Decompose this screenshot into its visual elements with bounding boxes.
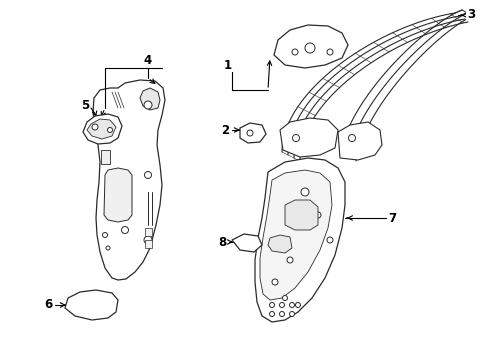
Circle shape: [122, 226, 128, 234]
Circle shape: [290, 302, 294, 307]
Circle shape: [348, 135, 356, 141]
Text: 7: 7: [388, 212, 396, 225]
Polygon shape: [260, 170, 332, 300]
Circle shape: [145, 171, 151, 179]
Circle shape: [106, 246, 110, 250]
Polygon shape: [338, 122, 382, 160]
Polygon shape: [104, 168, 132, 222]
Polygon shape: [83, 114, 122, 144]
Circle shape: [301, 188, 309, 196]
Text: 4: 4: [144, 54, 152, 67]
Circle shape: [293, 135, 299, 141]
Circle shape: [107, 127, 113, 132]
Circle shape: [295, 302, 300, 307]
Polygon shape: [145, 240, 152, 248]
Circle shape: [283, 296, 288, 301]
Text: 1: 1: [224, 59, 232, 72]
Circle shape: [327, 49, 333, 55]
Circle shape: [279, 302, 285, 307]
Circle shape: [144, 236, 152, 244]
Circle shape: [290, 311, 294, 316]
Polygon shape: [285, 200, 318, 230]
Polygon shape: [93, 80, 165, 280]
Text: 2: 2: [221, 123, 229, 136]
Polygon shape: [255, 158, 345, 322]
Polygon shape: [280, 118, 338, 157]
Text: 6: 6: [44, 298, 52, 311]
Polygon shape: [145, 228, 152, 236]
Polygon shape: [140, 88, 160, 110]
Circle shape: [247, 130, 253, 136]
Circle shape: [279, 311, 285, 316]
Polygon shape: [101, 150, 110, 164]
Polygon shape: [274, 25, 348, 68]
Circle shape: [305, 43, 315, 53]
Circle shape: [272, 279, 278, 285]
Polygon shape: [87, 119, 116, 139]
Circle shape: [270, 302, 274, 307]
Text: 8: 8: [218, 235, 226, 248]
Circle shape: [315, 212, 321, 218]
Circle shape: [144, 101, 152, 109]
Circle shape: [327, 237, 333, 243]
Polygon shape: [240, 123, 266, 143]
Text: 3: 3: [467, 8, 475, 21]
Text: 5: 5: [81, 99, 89, 112]
Circle shape: [270, 311, 274, 316]
Circle shape: [92, 124, 98, 130]
Polygon shape: [65, 290, 118, 320]
Polygon shape: [232, 234, 262, 252]
Circle shape: [287, 257, 293, 263]
Polygon shape: [268, 235, 292, 253]
Circle shape: [292, 49, 298, 55]
Circle shape: [102, 233, 107, 238]
